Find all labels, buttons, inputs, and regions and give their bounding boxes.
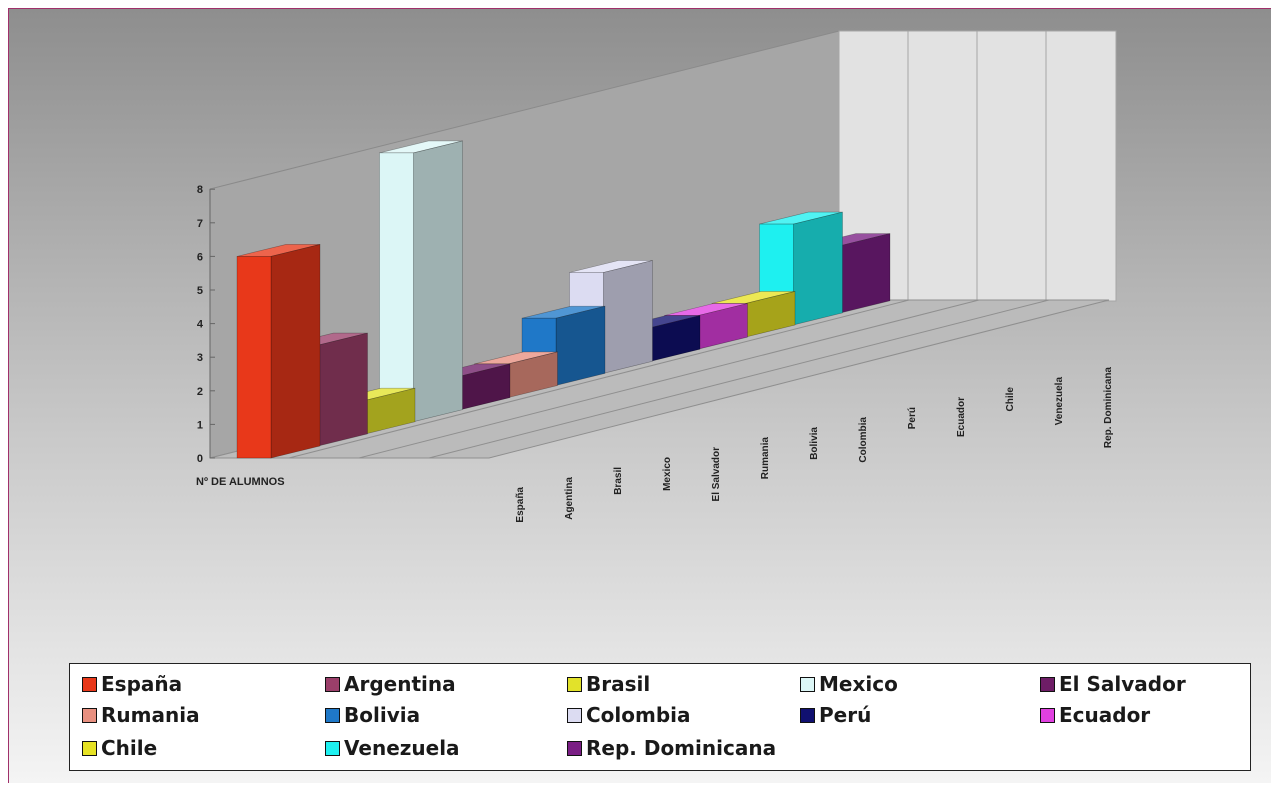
legend-label: Ecuador [1059, 703, 1151, 727]
legend-label: Chile [101, 736, 158, 760]
legend-swatch [567, 707, 582, 723]
y-tick-label: 3 [197, 352, 203, 364]
legend-swatch [567, 676, 582, 692]
y-tick-label: 5 [197, 285, 203, 297]
legend-swatch [325, 676, 340, 692]
legend-item: Mexico [800, 670, 898, 698]
y-tick-label: 0 [197, 453, 203, 465]
legend-swatch [325, 740, 340, 756]
legend-label: Rumania [101, 703, 200, 727]
depth-axis-label: Brasil [613, 467, 624, 495]
chart-frame: 0 1 2 3 4 5 6 7 8 Nº DE ALUMNOS España Agentina Br… [8, 8, 1271, 783]
chart-3d-column: 0 1 2 3 4 5 6 7 8 Nº DE ALUMNOS España Agentina Br… [9, 9, 1271, 783]
y-tick-label: 7 [197, 218, 203, 230]
legend-item: Chile [82, 734, 157, 762]
legend-swatch [325, 707, 340, 723]
legend-swatch [1040, 676, 1055, 692]
bar-espa-a [236, 244, 321, 459]
depth-axis-label: Agentina [564, 477, 575, 520]
legend-item: Brasil [567, 670, 650, 698]
depth-axis-label: Rumania [760, 437, 771, 480]
legend-swatch [82, 707, 97, 723]
depth-axis-label: Mexico [662, 457, 673, 491]
legend-label: Argentina [344, 672, 456, 696]
legend-item: Argentina [325, 670, 456, 698]
legend-swatch [1040, 707, 1055, 723]
legend-item: Colombia [567, 701, 691, 729]
legend-swatch [82, 676, 97, 692]
x-axis-category-label: Nº DE ALUMNOS [196, 476, 285, 488]
legend-item: Rep. Dominicana [567, 734, 776, 762]
legend-label: Venezuela [344, 736, 460, 760]
legend-item: España [82, 670, 182, 698]
depth-axis-label: Ecuador [956, 397, 967, 437]
legend-label: Perú [819, 703, 872, 727]
floor-grid [288, 299, 1050, 459]
y-tick-label: 8 [197, 184, 203, 196]
legend-item: Perú [800, 701, 871, 729]
y-tick-label: 4 [197, 319, 204, 331]
depth-axis-label: Rep. Dominicana [1103, 367, 1114, 449]
legend-label: Rep. Dominicana [586, 736, 777, 760]
legend-label: El Salvador [1059, 672, 1186, 696]
legend: España Argentina Brasil Mexico El Salvador Ru… [69, 663, 1251, 771]
legend-swatch [800, 707, 815, 723]
bar-mexico [379, 140, 463, 423]
y-tick-label: 1 [197, 419, 203, 431]
legend-item: Bolivia [325, 701, 420, 729]
legend-swatch [82, 740, 97, 756]
depth-axis-label: Perú [907, 407, 918, 429]
legend-item: Venezuela [325, 734, 460, 762]
depth-axis-label: El Salvador [711, 447, 722, 502]
back-panels [838, 30, 1117, 302]
legend-label: Bolivia [344, 703, 421, 727]
legend-label: Colombia [586, 703, 691, 727]
legend-swatch [800, 676, 815, 692]
depth-axis-label: Chile [1005, 387, 1016, 412]
legend-label: Brasil [586, 672, 651, 696]
legend-item: Rumania [82, 701, 200, 729]
legend-label: Mexico [819, 672, 898, 696]
depth-axis-label: Venezuela [1054, 377, 1065, 426]
depth-axis-label: Colombia [858, 417, 869, 463]
legend-swatch [567, 740, 582, 756]
legend-label: España [101, 672, 183, 696]
depth-axis-label: España [515, 487, 526, 523]
depth-axis-label: Bolivia [809, 427, 820, 460]
y-tick-label: 2 [197, 386, 203, 398]
legend-item: El Salvador [1040, 670, 1186, 698]
legend-item: Ecuador [1040, 701, 1150, 729]
y-tick-label: 6 [197, 251, 203, 263]
